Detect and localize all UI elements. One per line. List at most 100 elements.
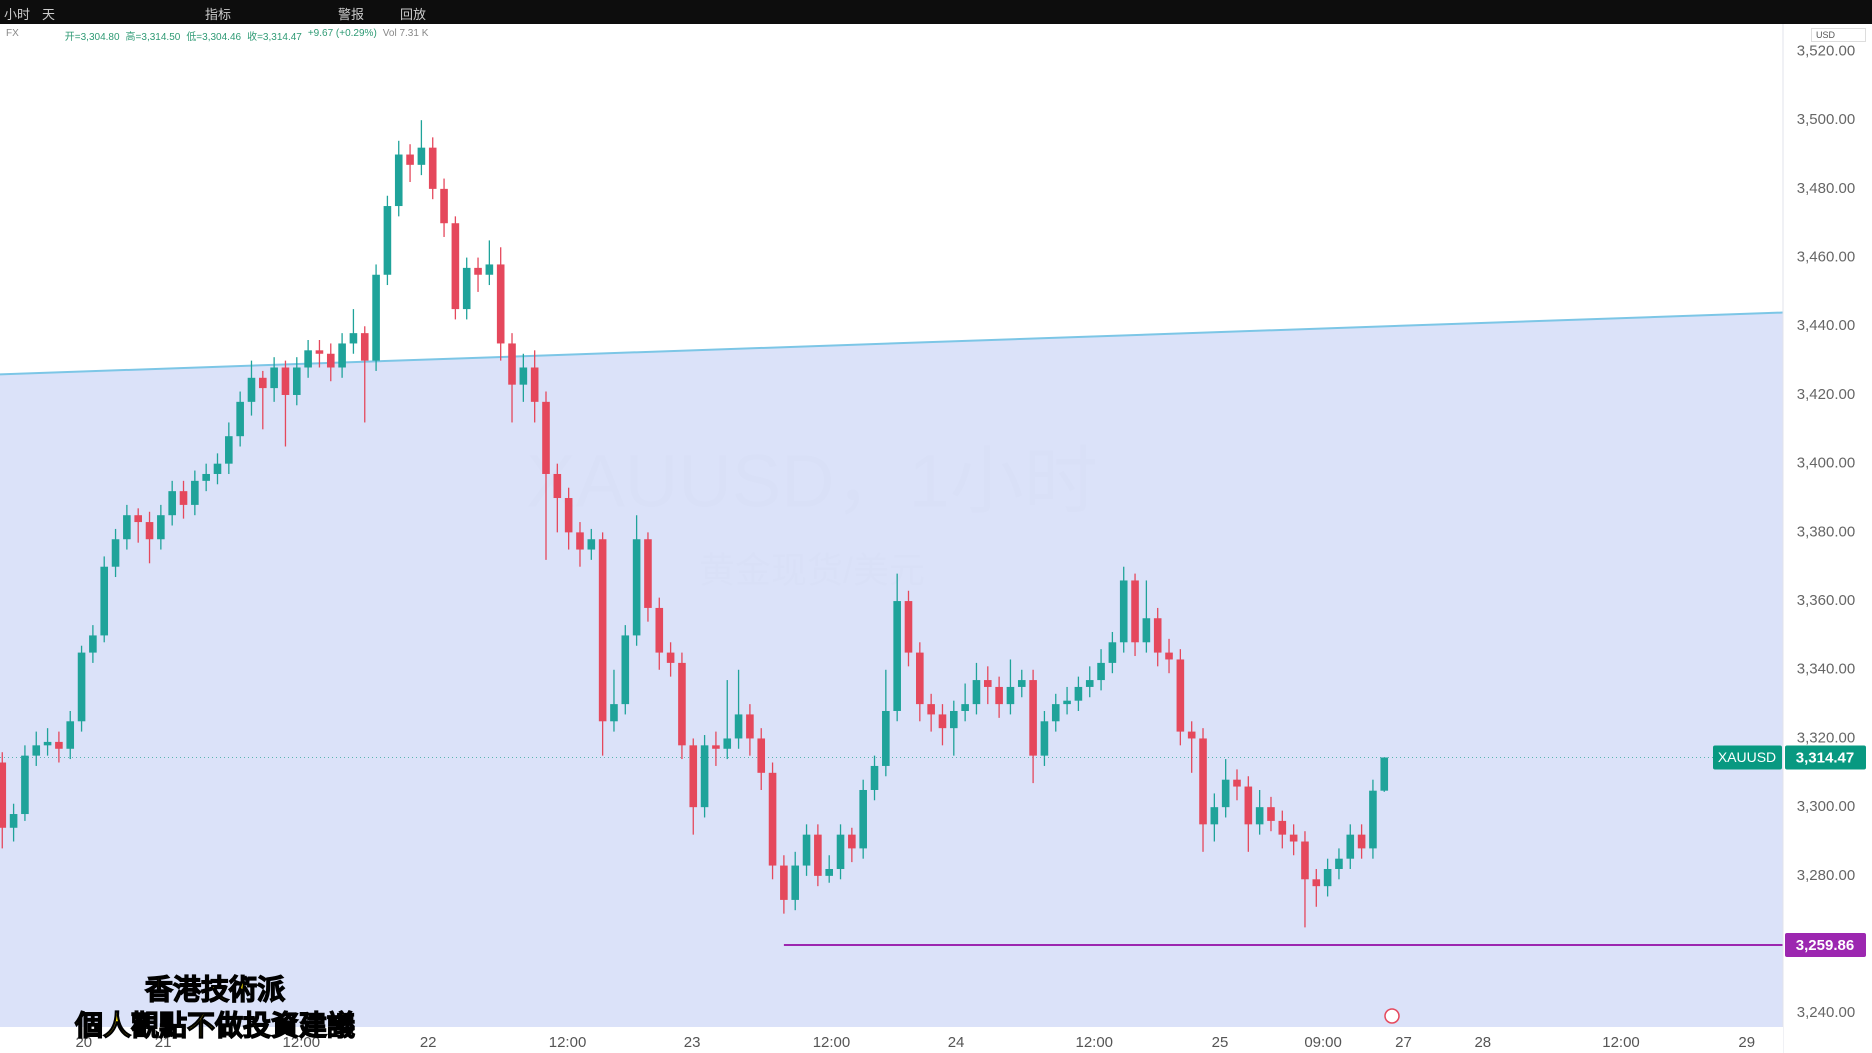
y-tick-label: 3,500.00 (1797, 111, 1855, 128)
candle-body (961, 704, 969, 711)
candle-body (9, 814, 18, 828)
candle-body (270, 367, 278, 389)
candle-body (179, 491, 188, 505)
candle-body (1289, 834, 1298, 842)
candle-body (474, 267, 482, 275)
candle-body (485, 264, 494, 275)
candle-body (678, 662, 686, 746)
candle-body (757, 738, 766, 773)
candle-body (995, 686, 1003, 705)
y-tick-label: 3,420.00 (1797, 386, 1855, 403)
candle-body (1346, 834, 1355, 859)
candle-body (77, 652, 86, 722)
candle-body (134, 515, 142, 523)
symbol: FX (6, 28, 19, 39)
candle-body (802, 834, 811, 866)
toolbar-item[interactable]: 回放 (400, 7, 427, 22)
change: +9.67 (+0.29%) (307, 28, 377, 39)
candle-body (1221, 779, 1230, 808)
candle-body (213, 463, 222, 474)
candle-body (1142, 618, 1151, 643)
x-tick-label: 09:00 (1304, 1034, 1342, 1051)
toolbar-item[interactable]: 警报 (338, 7, 365, 22)
candle-body (1040, 721, 1049, 756)
event-icon (1384, 1008, 1400, 1024)
time-axis (0, 1027, 1783, 1053)
candle-body (1233, 779, 1241, 787)
candle-body (360, 333, 369, 361)
candle-body (519, 367, 528, 385)
candle-body (100, 566, 109, 636)
candle-body (689, 745, 698, 808)
x-tick-label: 12:00 (283, 1034, 321, 1051)
x-tick-label: 12:00 (549, 1034, 587, 1051)
y-tick-label: 3,440.00 (1797, 317, 1855, 334)
candle-body (836, 834, 845, 869)
candle-body (496, 264, 505, 344)
candle-body (1369, 790, 1377, 849)
y-tick-label: 3,340.00 (1797, 661, 1855, 678)
symbol-tag (1713, 745, 1782, 770)
candle-body (383, 206, 392, 275)
candle-body (1323, 868, 1332, 887)
candle-body (292, 367, 301, 395)
candle-body (564, 498, 573, 533)
candle-body (1335, 858, 1343, 869)
candle-body (983, 680, 992, 687)
candle-body (938, 714, 947, 729)
candle-body (1187, 731, 1196, 739)
y-tick-label: 3,240.00 (1797, 1004, 1855, 1021)
candle-body (791, 865, 800, 900)
candle-body (1029, 680, 1037, 756)
candle-body (451, 223, 460, 310)
candle-body (1017, 680, 1026, 687)
x-tick-label: 24 (948, 1034, 965, 1051)
x-tick-label: 22 (420, 1034, 437, 1051)
candle-body (406, 154, 414, 165)
trend-area (0, 312, 1783, 1027)
close: 收=3,314.47 (247, 32, 302, 43)
toolbar-item[interactable]: 天 (42, 7, 56, 22)
candle-body (32, 745, 41, 756)
candle-body (1153, 618, 1162, 653)
toolbar-item[interactable]: 指标 (205, 7, 232, 22)
x-tick-label: 27 (1395, 1034, 1412, 1051)
candle-body (768, 772, 777, 866)
candle-body (1244, 786, 1253, 825)
candle-body (168, 491, 176, 516)
candle-body (610, 704, 618, 722)
toolbar-item[interactable]: 小时 (4, 7, 31, 22)
caption: 香港技術派 (144, 972, 286, 1006)
candle-body (89, 635, 97, 653)
currency[interactable]: USD (1810, 28, 1866, 42)
candle-body (1108, 642, 1117, 663)
candle-body (734, 714, 743, 739)
candle-body (598, 539, 607, 722)
x-tick-label: 28 (1474, 1034, 1491, 1051)
candle-body (157, 515, 165, 540)
candle-body (1131, 580, 1139, 643)
toolbar: 小时 天 指标 警报 回放 (0, 0, 1872, 24)
candle-body (859, 789, 867, 849)
y-tick-label: 3,360.00 (1797, 592, 1855, 609)
low: 低=3,304.46 (186, 32, 242, 43)
candle-body (304, 350, 312, 368)
candle-body (576, 532, 584, 550)
candle-body (21, 755, 29, 815)
candle-body (655, 607, 664, 653)
candle-body (1074, 686, 1083, 701)
candle-body (1301, 841, 1309, 880)
candle-body (587, 539, 596, 550)
candle-body (225, 436, 233, 464)
candle-body (1051, 704, 1060, 722)
candle-body (43, 741, 52, 746)
y-tick-label: 3,460.00 (1797, 249, 1855, 266)
candle-body (814, 834, 822, 876)
candle-body (55, 741, 63, 749)
candle-body (1312, 879, 1321, 887)
candle-body (780, 865, 788, 900)
candle-body (202, 473, 210, 481)
candle-body (259, 377, 267, 389)
